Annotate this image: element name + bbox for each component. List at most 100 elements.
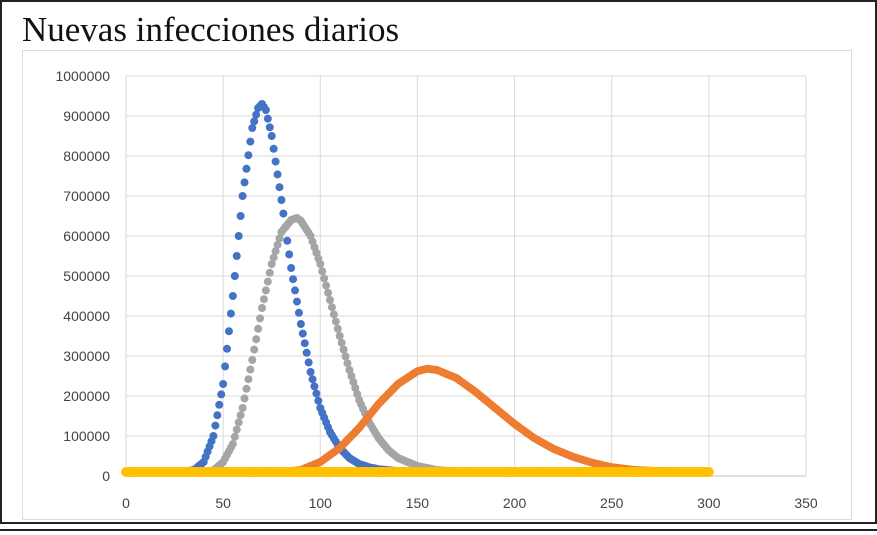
data-point <box>347 372 356 380</box>
data-point <box>234 232 243 240</box>
data-point <box>269 253 278 262</box>
data-point <box>289 275 298 284</box>
bottom-border <box>0 524 877 535</box>
data-point <box>292 297 301 306</box>
data-point <box>339 345 348 354</box>
data-point <box>703 467 714 477</box>
data-point <box>244 151 253 160</box>
data-point <box>209 432 218 440</box>
data-point <box>248 356 257 364</box>
data-point <box>275 183 284 192</box>
y-tick-label: 500000 <box>63 268 110 284</box>
data-point <box>291 286 300 295</box>
data-point <box>331 317 340 326</box>
y-tick-label: 900000 <box>63 108 110 124</box>
y-tick-label: 700000 <box>63 188 110 204</box>
data-point <box>275 234 284 243</box>
data-point <box>230 272 239 280</box>
data-point <box>236 212 245 220</box>
data-point <box>224 327 233 336</box>
data-point <box>312 389 321 398</box>
data-point <box>256 314 265 323</box>
data-point <box>277 196 286 204</box>
data-point <box>250 117 259 126</box>
x-tick-label: 50 <box>215 495 231 511</box>
x-tick-label: 300 <box>697 495 721 511</box>
data-point <box>283 236 292 245</box>
data-point <box>310 382 319 391</box>
data-point <box>267 260 276 268</box>
data-point <box>308 375 317 384</box>
y-tick-label: 0 <box>102 468 110 484</box>
y-tick-label: 400000 <box>63 308 110 324</box>
data-point <box>341 352 350 361</box>
chart-frame: Nuevas infecciones diarios 0 100000 200000… <box>0 0 877 524</box>
y-tick-label: 1000000 <box>55 68 110 84</box>
data-point <box>258 304 266 312</box>
data-point <box>215 400 224 409</box>
data-point <box>242 384 251 393</box>
data-point <box>271 157 280 166</box>
data-point <box>228 292 237 300</box>
data-point <box>353 390 362 398</box>
data-point <box>265 123 274 132</box>
data-point <box>240 394 249 403</box>
data-point <box>213 411 222 420</box>
data-point <box>318 267 327 276</box>
data-point <box>306 368 315 376</box>
y-tick-label: 800000 <box>63 148 110 164</box>
x-tick-label: 200 <box>503 495 527 511</box>
data-point <box>246 137 255 146</box>
data-point <box>263 114 272 123</box>
data-point <box>324 288 333 297</box>
data-point <box>228 440 237 448</box>
data-point <box>322 281 331 290</box>
data-point <box>269 144 278 153</box>
data-point <box>248 124 257 132</box>
data-point <box>230 432 239 441</box>
data-point <box>302 348 311 357</box>
data-point <box>259 295 268 304</box>
data-point <box>298 329 307 338</box>
x-tick-label: 150 <box>406 495 430 511</box>
data-point <box>296 320 305 328</box>
data-point <box>267 132 276 140</box>
x-tick-label: 100 <box>309 495 333 511</box>
data-point <box>304 358 313 367</box>
data-point <box>326 296 334 304</box>
data-point <box>327 303 336 312</box>
data-point <box>294 308 303 317</box>
data-point <box>287 264 296 272</box>
data-point <box>252 335 261 344</box>
data-point <box>333 324 342 333</box>
data-point <box>244 375 253 384</box>
data-point <box>219 380 228 388</box>
data-point <box>250 345 259 354</box>
data-point <box>242 164 251 173</box>
data-point <box>285 250 294 259</box>
data-point <box>240 178 249 187</box>
chart-svg: 0 100000 200000 300000 400000 500000 600000 700… <box>55 68 818 511</box>
data-point <box>349 378 358 386</box>
data-point <box>234 418 243 427</box>
chart-title: Nuevas infecciones diarios <box>22 10 400 49</box>
data-point <box>273 240 282 249</box>
data-point <box>232 252 241 260</box>
data-point <box>252 110 261 119</box>
data-point <box>316 260 325 268</box>
data-point <box>273 170 282 179</box>
data-point <box>335 332 344 340</box>
data-point <box>271 247 280 256</box>
data-point <box>263 277 272 286</box>
data-point <box>351 384 360 392</box>
x-tick-label: 350 <box>794 495 818 511</box>
data-point <box>223 344 232 353</box>
data-point <box>261 106 270 114</box>
data-point <box>343 359 352 368</box>
data-point <box>211 421 220 430</box>
data-point <box>246 365 255 374</box>
x-tick-label: 0 <box>122 495 130 511</box>
data-point <box>232 425 241 434</box>
x-tick-label: 250 <box>600 495 624 511</box>
y-tick-label: 600000 <box>63 228 110 244</box>
